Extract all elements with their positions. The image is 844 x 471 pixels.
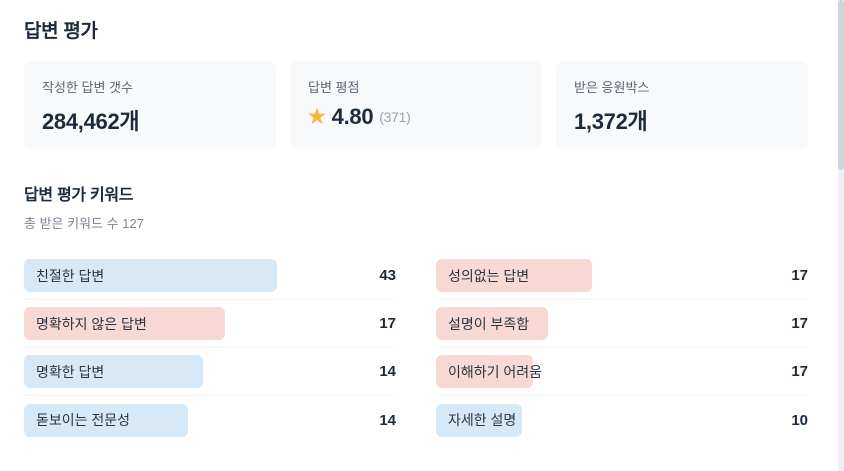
keyword-label: 자세한 설명 xyxy=(448,412,517,428)
stat-label: 받은 응원박스 xyxy=(574,80,650,95)
keyword-row: 돋보이는 전문성 14 xyxy=(24,396,396,444)
keyword-column-right: 성의없는 답변 17 설명이 부족함 17 이해하기 어려움 17 자세한 설명 xyxy=(436,252,808,444)
stat-value: 284,462개 xyxy=(42,109,140,134)
keywords-section-title: 답변 평가 키워드 xyxy=(24,187,134,204)
keywords-total-count: 총 받은 키워드 수 127 xyxy=(24,216,144,231)
keyword-bar: 이해하기 어려움 xyxy=(436,355,542,388)
keyword-label: 친절한 답변 xyxy=(36,267,105,284)
keyword-row: 이해하기 어려움 17 xyxy=(436,348,808,396)
stat-label: 답변 평점 xyxy=(308,80,360,95)
keyword-bar: 자세한 설명 xyxy=(436,403,522,437)
keyword-grid: 친절한 답변 43 명확하지 않은 답변 17 명확한 답변 14 돋보이는 전… xyxy=(24,252,808,444)
star-icon: ★ xyxy=(308,106,326,128)
keyword-count: 43 xyxy=(379,267,396,284)
keyword-label: 명확한 답변 xyxy=(36,363,105,380)
keyword-count: 17 xyxy=(791,315,808,332)
keyword-count: 14 xyxy=(379,411,396,429)
stat-card-answer-count: 작성한 답변 갯수 284,462개 xyxy=(24,61,276,149)
keyword-count: 17 xyxy=(791,267,808,284)
keyword-count: 17 xyxy=(379,315,396,332)
keyword-bar: 명확하지 않은 답변 xyxy=(24,307,225,340)
keyword-label: 설명이 부족함 xyxy=(448,315,530,332)
scrollbar-thumb[interactable] xyxy=(838,0,844,170)
keyword-bar: 명확한 답변 xyxy=(24,355,203,388)
keyword-label: 이해하기 어려움 xyxy=(448,363,543,380)
keyword-bar: 친절한 답변 xyxy=(24,259,277,292)
keyword-count: 17 xyxy=(791,363,808,380)
stat-value-rating: ★ 4.80 (371) xyxy=(308,104,524,130)
keyword-label: 성의없는 답변 xyxy=(448,267,530,284)
rating-value: 4.80 xyxy=(331,104,374,129)
page-title: 답변 평가 xyxy=(24,21,98,42)
scrollbar-track[interactable] xyxy=(838,0,844,471)
keyword-column-left: 친절한 답변 43 명확하지 않은 답변 17 명확한 답변 14 돋보이는 전… xyxy=(24,252,396,444)
keyword-row: 성의없는 답변 17 xyxy=(436,252,808,300)
keyword-bar: 설명이 부족함 xyxy=(436,307,548,340)
keyword-row: 설명이 부족함 17 xyxy=(436,300,808,348)
keyword-row: 명확하지 않은 답변 17 xyxy=(24,300,396,348)
answer-evaluation-page: 답변 평가 작성한 답변 갯수 284,462개 답변 평점 ★ 4.80 (3… xyxy=(24,21,808,444)
keyword-label: 돋보이는 전문성 xyxy=(36,412,131,428)
stat-value: 1,372개 xyxy=(574,109,648,134)
keyword-row: 자세한 설명 10 xyxy=(436,396,808,444)
keyword-label: 명확하지 않은 답변 xyxy=(36,315,147,332)
keyword-bar: 성의없는 답변 xyxy=(436,259,593,292)
stat-card-rating: 답변 평점 ★ 4.80 (371) xyxy=(290,61,542,149)
rating-review-count: (371) xyxy=(379,109,411,125)
keyword-count: 14 xyxy=(379,363,396,380)
stat-label: 작성한 답변 갯수 xyxy=(42,80,133,95)
stat-card-support-box: 받은 응원박스 1,372개 xyxy=(556,61,808,149)
keyword-row: 명확한 답변 14 xyxy=(24,348,396,396)
keyword-row: 친절한 답변 43 xyxy=(24,252,396,300)
keyword-bar: 돋보이는 전문성 xyxy=(24,403,188,437)
stats-row: 작성한 답변 갯수 284,462개 답변 평점 ★ 4.80 (371) 받은… xyxy=(24,61,808,149)
keyword-count: 10 xyxy=(791,411,808,429)
